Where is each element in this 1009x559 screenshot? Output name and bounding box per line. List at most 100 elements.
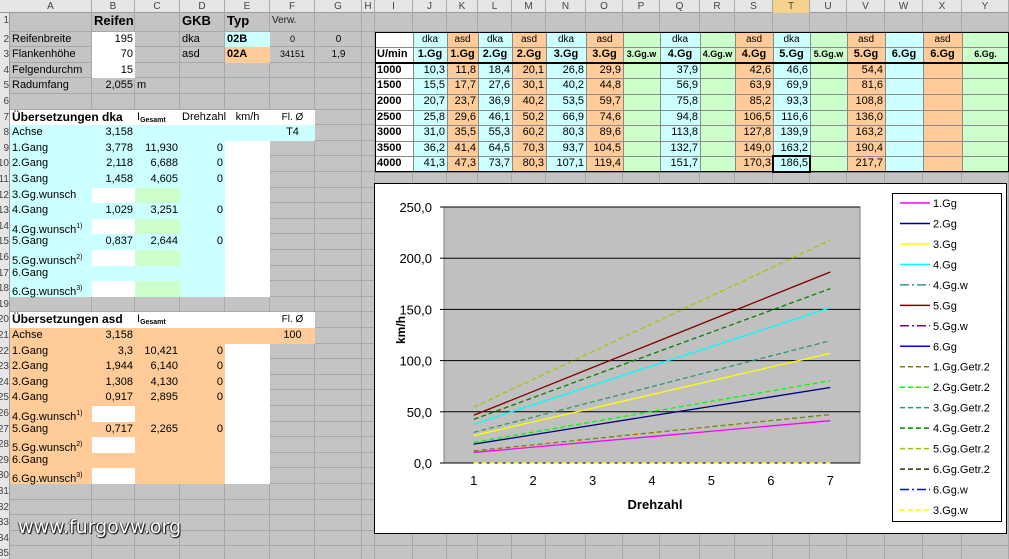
row-number: 9: [0, 140, 10, 157]
cell: 106,5: [743, 110, 771, 123]
cell: 34151: [279, 49, 306, 60]
footnote-mark: 1): [76, 222, 83, 230]
cell: 6.Gg.: [974, 49, 997, 60]
cell: 5.Gg.w: [813, 49, 844, 60]
cell: 6.Gg: [930, 48, 955, 61]
label: Radumfang: [12, 79, 69, 92]
cell: 0: [289, 33, 295, 44]
series-line: [473, 413, 831, 452]
cell-fill: [135, 218, 180, 235]
cell: Drehzahl: [182, 110, 227, 123]
y-tick-label: 50,0: [407, 405, 432, 420]
cell: 5.Gg.wunsch2): [12, 441, 83, 455]
cell: 3.Gang: [12, 375, 49, 388]
cell: 2,265: [150, 422, 178, 435]
x-axis-label: Drehzahl: [628, 497, 683, 512]
cell: 3.Gg.w: [626, 49, 657, 60]
cell: 3,251: [150, 204, 178, 217]
cell: IGesamt: [137, 110, 166, 124]
cell: 6,688: [150, 157, 178, 170]
cell: 94,8: [676, 110, 698, 123]
cell: 47,3: [454, 157, 476, 170]
cell: 60,2: [522, 126, 544, 139]
cell: 4.Gg.wunsch1): [12, 410, 83, 423]
row-number: 6: [0, 94, 10, 110]
label: Reifenbreite: [12, 32, 72, 45]
unit: m: [137, 79, 147, 92]
cell-fill: [773, 31, 810, 172]
cell-fill: [478, 31, 512, 172]
column-header: L: [478, 0, 512, 13]
cell: 18,4: [488, 63, 510, 76]
cell: 4.Gang: [12, 204, 49, 217]
row-number: 24: [0, 374, 10, 391]
column-header: E: [225, 0, 270, 13]
x-tick-label: 6: [767, 473, 774, 488]
cell: 75,8: [676, 95, 698, 107]
y-tick-label: 150,0: [399, 302, 432, 317]
cell-fill: [923, 31, 962, 172]
cell: 17,7: [454, 79, 476, 92]
column-header: G: [315, 0, 362, 13]
legend-label: 2.Gg.Getr.2: [933, 382, 990, 394]
cell: dka: [557, 33, 575, 45]
series-line: [473, 307, 831, 425]
cell: 74,6: [599, 110, 621, 123]
cell: 44,8: [599, 79, 621, 92]
cell: 26,8: [562, 63, 584, 76]
cell: 40,2: [562, 79, 584, 92]
cell: 2.Gang: [12, 360, 49, 373]
cell: 3.Gang: [12, 173, 49, 185]
cell: Fl. Ø: [281, 111, 304, 123]
row-number: 19: [0, 296, 10, 313]
cell: 1,944: [105, 360, 133, 373]
cell: 3,158: [105, 329, 133, 341]
cell: 104,5: [593, 141, 621, 154]
cell: asd: [596, 33, 613, 45]
row-number: 27: [0, 421, 10, 438]
cell: dka: [783, 33, 800, 45]
cell: Typ: [227, 13, 250, 28]
cell: Verw.: [272, 15, 297, 26]
cell: 1,308: [105, 375, 133, 388]
legend-label: 3.Gg.Getr.2: [933, 403, 990, 415]
series-line: [473, 340, 831, 434]
row-number: 15: [0, 234, 10, 250]
cell: 4.Gg.w: [702, 49, 733, 60]
column-header: A: [10, 0, 92, 13]
plot-area: [443, 206, 861, 464]
cell: 1,9: [331, 49, 346, 61]
row-number: 4: [0, 62, 10, 79]
row-number: 22: [0, 343, 10, 360]
cell: 56,9: [676, 79, 698, 92]
cell: U/min: [377, 48, 408, 61]
cell-fill: [10, 125, 315, 141]
row-number: 17: [0, 265, 10, 282]
cell: 6.Gang: [12, 266, 49, 279]
cell-fill: [92, 250, 135, 266]
cell: 02A: [227, 48, 248, 61]
cell: 6,140: [150, 360, 178, 373]
cell-fill: [10, 312, 315, 328]
column-header: B: [92, 0, 135, 13]
cell: 30,1: [522, 79, 544, 92]
y-tick-label: 250,0: [399, 200, 432, 215]
cell: 119,4: [594, 157, 621, 170]
cell: 2500: [377, 110, 402, 123]
y-tick-label: 100,0: [399, 354, 432, 369]
cell: 66,9: [562, 110, 584, 123]
cell: 4.Gg: [741, 48, 767, 61]
column-header: D: [180, 0, 225, 13]
cell: 42,6: [749, 63, 771, 76]
grid-line: [0, 30, 1009, 32]
series-line: [473, 380, 831, 444]
x-tick-label: 2: [530, 473, 537, 488]
cell: 27,6: [488, 79, 510, 92]
cell: 69,9: [786, 79, 808, 92]
cell: 0: [216, 391, 223, 404]
cell: 59,7: [599, 95, 621, 107]
footnote-mark: 3): [76, 285, 83, 293]
cell: 136,0: [855, 110, 883, 123]
cell: Achse: [12, 329, 43, 341]
column-header: U: [810, 0, 847, 13]
